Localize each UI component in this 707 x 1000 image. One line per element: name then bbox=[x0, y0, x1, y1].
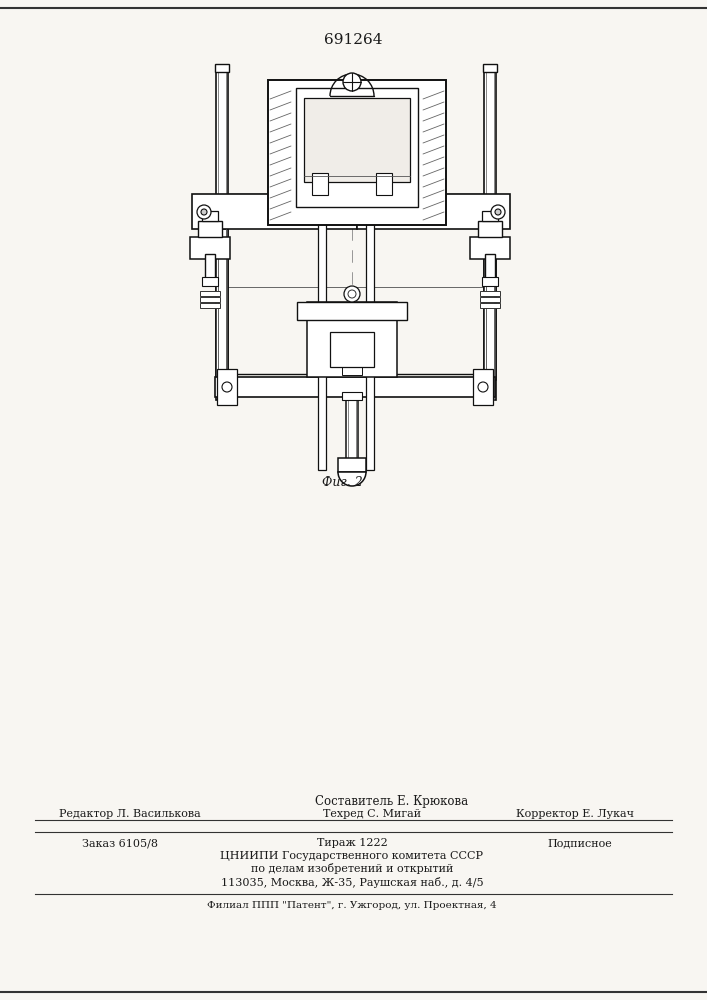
Bar bbox=[342, 392, 362, 400]
Wedge shape bbox=[338, 472, 366, 486]
Text: 113035, Москва, Ж-35, Раушская наб., д. 4/5: 113035, Москва, Ж-35, Раушская наб., д. … bbox=[221, 876, 484, 888]
Bar bbox=[473, 369, 493, 405]
Bar bbox=[200, 297, 220, 302]
Bar bbox=[480, 297, 500, 302]
Bar bbox=[200, 291, 220, 296]
Bar bbox=[318, 194, 326, 470]
Bar bbox=[216, 72, 228, 400]
Circle shape bbox=[348, 290, 356, 298]
Bar bbox=[190, 237, 230, 259]
Circle shape bbox=[344, 286, 360, 302]
Bar bbox=[304, 98, 410, 182]
Text: Техред С. Мигай: Техред С. Мигай bbox=[323, 809, 421, 819]
Text: Фиг. 2: Фиг. 2 bbox=[322, 476, 363, 488]
Circle shape bbox=[491, 205, 505, 219]
Bar bbox=[202, 211, 218, 221]
Bar bbox=[338, 458, 366, 472]
Bar bbox=[470, 237, 510, 259]
Bar bbox=[312, 173, 328, 195]
Bar bbox=[480, 303, 500, 308]
Text: Заказ 6105/8: Заказ 6105/8 bbox=[82, 838, 158, 848]
Bar bbox=[483, 64, 497, 72]
Bar bbox=[376, 173, 392, 195]
Bar bbox=[330, 332, 374, 367]
Bar bbox=[216, 229, 228, 380]
Bar bbox=[342, 367, 362, 375]
Circle shape bbox=[201, 209, 207, 215]
Bar bbox=[484, 72, 496, 400]
Bar bbox=[200, 303, 220, 308]
Bar bbox=[215, 64, 229, 72]
Circle shape bbox=[343, 73, 361, 91]
Bar bbox=[485, 254, 495, 279]
Bar bbox=[217, 369, 237, 405]
Bar bbox=[202, 277, 218, 286]
Bar bbox=[296, 88, 418, 207]
Circle shape bbox=[495, 209, 501, 215]
Bar bbox=[478, 221, 502, 237]
Bar bbox=[366, 194, 374, 470]
Bar bbox=[297, 302, 407, 320]
Bar bbox=[357, 194, 510, 229]
Bar bbox=[215, 377, 495, 397]
Text: Подписное: Подписное bbox=[548, 838, 612, 848]
Bar bbox=[307, 302, 397, 377]
Bar bbox=[268, 80, 446, 225]
Text: Редактор Л. Василькова: Редактор Л. Василькова bbox=[59, 809, 201, 819]
Text: Составитель Е. Крюкова: Составитель Е. Крюкова bbox=[315, 794, 469, 808]
Bar bbox=[482, 211, 498, 221]
Circle shape bbox=[197, 205, 211, 219]
Text: Тираж 1222: Тираж 1222 bbox=[317, 838, 387, 848]
Bar bbox=[480, 291, 500, 296]
Bar bbox=[484, 229, 496, 380]
Bar bbox=[192, 194, 357, 229]
Circle shape bbox=[478, 382, 488, 392]
Text: по делам изобретений и открытий: по делам изобретений и открытий bbox=[251, 863, 453, 874]
Bar bbox=[482, 277, 498, 286]
Text: Филиал ППП "Патент", г. Ужгород, ул. Проектная, 4: Филиал ППП "Патент", г. Ужгород, ул. Про… bbox=[207, 900, 497, 910]
Text: ЦНИИПИ Государственного комитета СССР: ЦНИИПИ Государственного комитета СССР bbox=[221, 851, 484, 861]
Bar bbox=[198, 221, 222, 237]
Text: Корректор Е. Лукач: Корректор Е. Лукач bbox=[516, 809, 634, 819]
Circle shape bbox=[222, 382, 232, 392]
Bar bbox=[205, 254, 215, 279]
Bar bbox=[346, 397, 358, 460]
Text: 691264: 691264 bbox=[324, 33, 382, 47]
